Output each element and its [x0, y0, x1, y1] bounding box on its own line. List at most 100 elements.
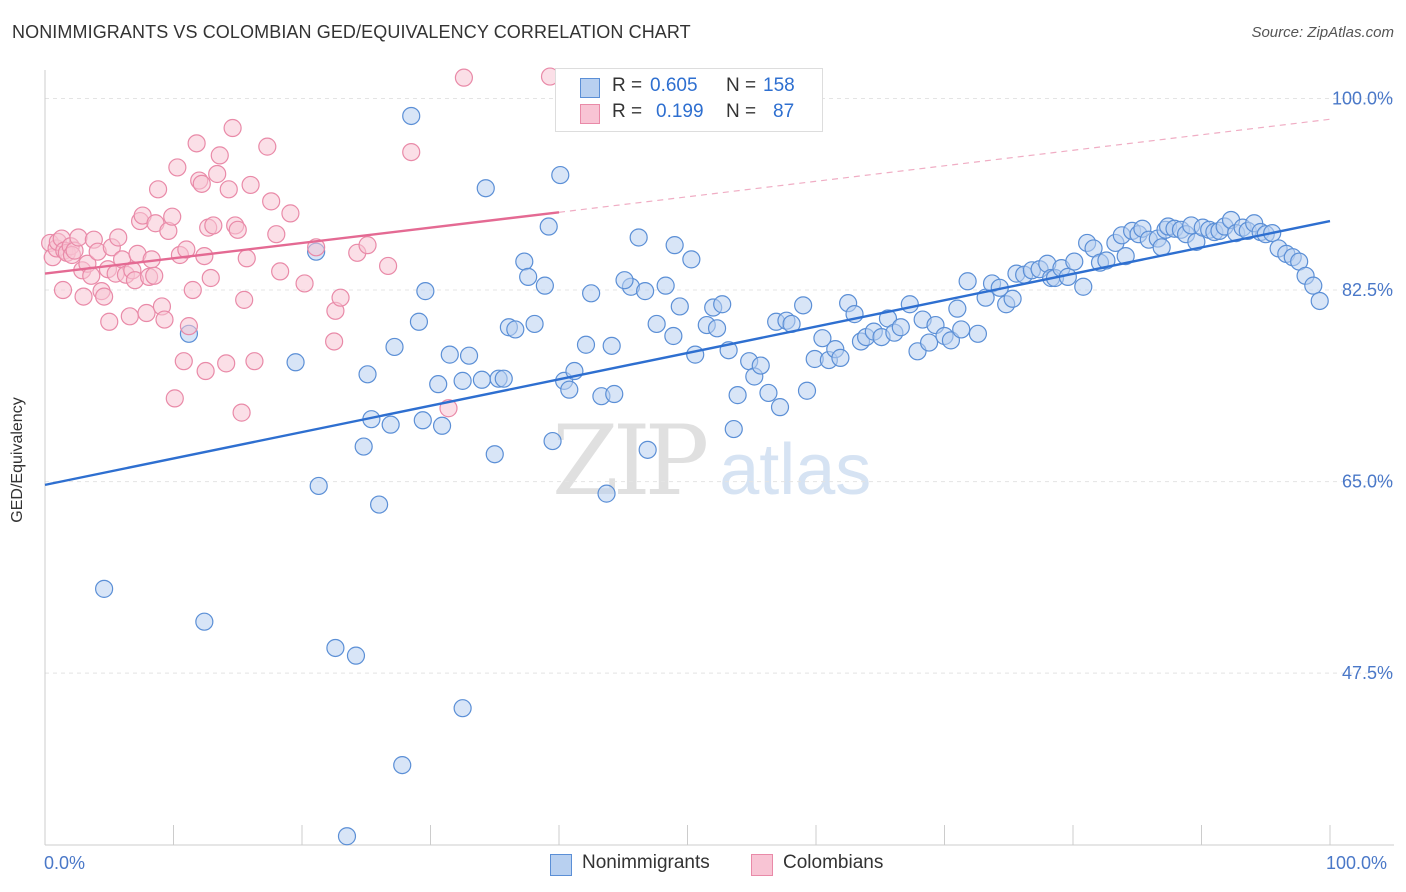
point-colombians [219, 180, 238, 199]
point-nonimmigrants [370, 495, 389, 514]
point-nonimmigrants [416, 282, 435, 301]
point-colombians [95, 287, 114, 306]
y-tick-label: 82.5% [1342, 280, 1393, 300]
point-colombians [137, 303, 156, 323]
point-colombians [192, 174, 211, 193]
point-nonimmigrants [638, 440, 657, 459]
x-tick-label-max: 100.0% [1326, 853, 1388, 873]
point-nonimmigrants [813, 329, 832, 348]
point-colombians [168, 158, 187, 177]
point-nonimmigrants [1003, 289, 1022, 308]
point-colombians [163, 207, 182, 226]
point-nonimmigrants [506, 320, 525, 339]
point-nonimmigrants [525, 314, 544, 334]
y-tick-label: 100.0% [1332, 88, 1393, 108]
point-colombians [281, 204, 300, 223]
point-nonimmigrants [453, 699, 472, 718]
point-nonimmigrants [713, 295, 732, 314]
point-nonimmigrants [919, 333, 939, 352]
watermark: ZIP atlas [552, 405, 871, 517]
stats-r-label: R = [612, 75, 643, 96]
point-colombians [295, 274, 314, 293]
point-nonimmigrants [1310, 291, 1329, 311]
point-nonimmigrants [900, 295, 919, 314]
watermark-zip: ZIP [552, 405, 709, 517]
point-colombians [109, 228, 128, 247]
point-colombians [210, 146, 229, 165]
point-nonimmigrants [1304, 276, 1323, 295]
point-nonimmigrants [535, 276, 554, 295]
point-colombians [69, 228, 88, 247]
point-nonimmigrants [551, 165, 570, 185]
point-nonimmigrants [576, 335, 596, 354]
point-nonimmigrants [770, 398, 790, 417]
point-colombians [267, 225, 286, 244]
point-nonimmigrants [494, 369, 513, 388]
y-axis-label: GED/Equivalency [9, 397, 26, 523]
point-colombians [325, 332, 344, 351]
point-nonimmigrants [453, 371, 472, 390]
point-nonimmigrants [1074, 277, 1093, 296]
point-nonimmigrants [670, 297, 689, 316]
point-nonimmigrants [597, 484, 616, 503]
stats-n-label: N = [726, 75, 757, 96]
stats-swatch-colombians [580, 104, 600, 124]
point-nonimmigrants [1065, 252, 1084, 271]
point-nonimmigrants [968, 324, 988, 343]
point-nonimmigrants [459, 346, 479, 365]
chart-title: NONIMMIGRANTS VS COLOMBIAN GED/EQUIVALEN… [12, 22, 691, 42]
point-colombians [262, 192, 281, 211]
y-tick-label: 65.0% [1342, 472, 1393, 492]
point-colombians [217, 354, 236, 373]
point-nonimmigrants [346, 646, 366, 665]
point-colombians [148, 180, 168, 199]
watermark-atlas: atlas [719, 430, 872, 510]
legend-swatch-nonimmigrants [550, 854, 572, 876]
point-nonimmigrants [707, 319, 727, 338]
point-nonimmigrants [432, 416, 452, 435]
point-nonimmigrants [728, 386, 747, 405]
point-nonimmigrants [759, 383, 778, 403]
point-colombians [53, 280, 73, 300]
point-nonimmigrants [635, 282, 655, 301]
point-colombians [235, 290, 254, 309]
point-nonimmigrants [629, 228, 648, 247]
point-nonimmigrants [358, 365, 377, 384]
point-nonimmigrants [385, 337, 404, 357]
point-colombians [204, 216, 223, 235]
point-nonimmigrants [409, 312, 429, 331]
point-colombians [258, 137, 277, 156]
point-nonimmigrants [393, 755, 412, 775]
y-tick-label: 47.5% [1342, 663, 1393, 683]
point-nonimmigrants [402, 106, 421, 126]
point-nonimmigrants [515, 252, 534, 271]
point-colombians [237, 249, 256, 268]
point-nonimmigrants [605, 384, 624, 404]
point-nonimmigrants [656, 276, 675, 295]
point-colombians [177, 240, 196, 259]
trendline-nonimmigrants [44, 219, 1331, 487]
point-colombians [241, 175, 260, 195]
point-nonimmigrants [797, 381, 817, 400]
point-nonimmigrants [195, 612, 214, 631]
stats-n-label: N = [726, 101, 757, 122]
point-colombians [232, 403, 251, 422]
point-nonimmigrants [440, 345, 459, 364]
point-colombians [183, 280, 202, 300]
trendline-extension-colombians [558, 118, 1331, 213]
point-nonimmigrants [354, 437, 373, 456]
point-nonimmigrants [326, 638, 345, 658]
point-colombians [402, 142, 421, 162]
legend-swatch-colombians [751, 854, 773, 876]
point-nonimmigrants [429, 375, 448, 394]
point-nonimmigrants [309, 476, 328, 496]
point-colombians [223, 118, 242, 138]
point-colombians [145, 266, 164, 285]
point-colombians [331, 288, 350, 307]
point-nonimmigrants [615, 271, 634, 290]
point-colombians [454, 68, 474, 87]
point-colombians [271, 262, 290, 281]
point-nonimmigrants [539, 217, 558, 236]
point-colombians [196, 361, 215, 381]
x-tick-label-min: 0.0% [44, 853, 86, 873]
